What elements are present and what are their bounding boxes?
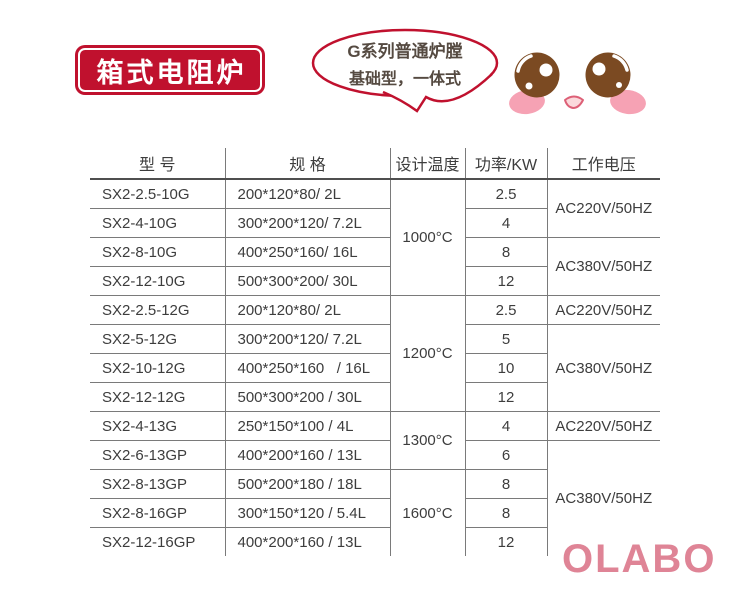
cell-power: 12 — [464, 266, 547, 296]
bubble-text-line-1: G系列普通炉膛 — [347, 42, 463, 61]
cell-spec: 300*150*120 / 5.4L — [224, 498, 390, 528]
cell-model: SX2-10-12G — [90, 353, 225, 383]
banner-inner-frame: 箱式电阻炉 — [78, 48, 262, 92]
product-title: 箱式电阻炉 — [96, 57, 247, 88]
table-row: SX2-2.5-12G 200*120*80/ 2L 1200°C 2.5 AC… — [90, 295, 660, 412]
col-header-voltage: 工作电压 — [546, 148, 660, 180]
cell-model: SX2-2.5-12G — [90, 295, 225, 325]
cell-power: 10 — [464, 353, 547, 383]
cell-spec: 200*120*80/ 2L — [224, 179, 390, 209]
cell-spec: 400*200*160 / 13L — [224, 440, 390, 470]
spec-table: 型 号 规 格 设计温度 功率/KW 工作电压 SX2-2.5-10G 200*… — [90, 148, 660, 556]
cell-spec: 400*250*160/ 16L — [224, 237, 390, 267]
cell-power: 4 — [464, 208, 547, 238]
table-row: SX2-6-13GP 400*200*160 / 13L 6 AC380V/50… — [90, 440, 660, 556]
cell-power: 8 — [464, 469, 547, 499]
cell-power: 2.5 — [464, 295, 547, 325]
cell-model: SX2-12-12G — [90, 382, 225, 412]
cell-spec: 500*300*200 / 30L — [224, 382, 390, 412]
product-title-banner: 箱式电阻炉 — [75, 45, 265, 95]
mascot-face-illustration — [509, 52, 646, 115]
mouth-icon — [564, 95, 584, 109]
cell-voltage: AC220V/50HZ — [546, 411, 660, 441]
cell-voltage: AC380V/50HZ — [546, 440, 660, 556]
left-eye-icon — [514, 52, 560, 98]
table-row: SX2-8-10G 400*250*160/ 16L 8 AC380V/50HZ — [90, 237, 660, 296]
cell-model: SX2-8-10G — [90, 237, 225, 267]
cell-model: SX2-2.5-10G — [90, 179, 225, 209]
cell-power: 12 — [464, 382, 547, 412]
col-header-temp: 设计温度 — [389, 148, 465, 180]
table-row: SX2-12-12G 500*300*200 / 30L 12 — [90, 382, 660, 412]
cell-power: 4 — [464, 411, 547, 441]
cell-temp: 1200°C — [389, 295, 465, 412]
cell-power: 6 — [464, 440, 547, 470]
table-row: SX2-10-12G 400*250*160 / 16L 10 — [90, 353, 660, 383]
cell-voltage: AC220V/50HZ — [546, 179, 660, 238]
cell-power: 8 — [464, 498, 547, 528]
table-row: SX2-8-16GP 300*150*120 / 5.4L 8 — [90, 498, 660, 528]
cell-voltage: AC380V/50HZ — [546, 237, 660, 296]
speech-bubble — [311, 28, 499, 113]
cell-spec: 400*250*160 / 16L — [224, 353, 390, 383]
cell-power: 5 — [464, 324, 547, 354]
col-header-model: 型 号 — [90, 148, 225, 180]
cell-temp: 1600°C — [389, 469, 465, 556]
cell-spec: 400*200*160 / 13L — [224, 527, 390, 556]
col-header-power: 功率/KW — [464, 148, 547, 180]
table-row: SX2-4-13G 250*150*100 / 4L 1300°C 4 AC22… — [90, 411, 660, 470]
cell-temp: 1300°C — [389, 411, 465, 470]
table-row: SX2-2.5-10G 200*120*80/ 2L 1000°C 2.5 AC… — [90, 179, 660, 296]
bubble-text-line-2: 基础型，一体式 — [348, 71, 461, 88]
cell-voltage: AC380V/50HZ — [546, 324, 660, 412]
col-header-spec: 规 格 — [224, 148, 390, 180]
cell-model: SX2-12-10G — [90, 266, 225, 296]
cell-spec: 300*200*120/ 7.2L — [224, 324, 390, 354]
cell-spec: 200*120*80/ 2L — [224, 295, 390, 325]
cell-model: SX2-4-13G — [90, 411, 225, 441]
table-row: SX2-12-16GP 400*200*160 / 13L 12 — [90, 527, 660, 556]
cell-model: SX2-5-12G — [90, 324, 225, 354]
cell-spec: 500*200*180 / 18L — [224, 469, 390, 499]
header-row: 型 号 规 格 设计温度 功率/KW 工作电压 — [90, 148, 660, 180]
olabo-logo: OLABO — [562, 537, 717, 581]
cell-power: 2.5 — [464, 179, 547, 209]
right-eye-icon — [585, 52, 631, 98]
table-row: SX2-12-10G 500*300*200/ 30L 12 — [90, 266, 660, 296]
cell-power: 8 — [464, 237, 547, 267]
cell-temp: 1000°C — [389, 179, 465, 296]
table-row: SX2-5-12G 300*200*120/ 7.2L 5 AC380V/50H… — [90, 324, 660, 412]
cell-model: SX2-8-16GP — [90, 498, 225, 528]
cell-model: SX2-6-13GP — [90, 440, 225, 470]
cell-voltage: AC220V/50HZ — [546, 295, 660, 325]
cell-model: SX2-8-13GP — [90, 469, 225, 499]
table-row: SX2-4-10G 300*200*120/ 7.2L 4 — [90, 208, 660, 238]
blush-right-icon — [610, 89, 646, 115]
cell-model: SX2-12-16GP — [102, 533, 196, 551]
cell-spec: 250*150*100 / 4L — [224, 411, 390, 441]
speech-bubble-tail — [382, 73, 493, 113]
table-row: SX2-8-13GP 500*200*180 / 18L 1600°C 8 — [90, 469, 660, 556]
cell-spec: 500*300*200/ 30L — [224, 266, 390, 296]
cell-power: 12 — [464, 527, 547, 556]
cell-spec: 300*200*120/ 7.2L — [224, 208, 390, 238]
cell-model: SX2-4-10G — [90, 208, 225, 238]
